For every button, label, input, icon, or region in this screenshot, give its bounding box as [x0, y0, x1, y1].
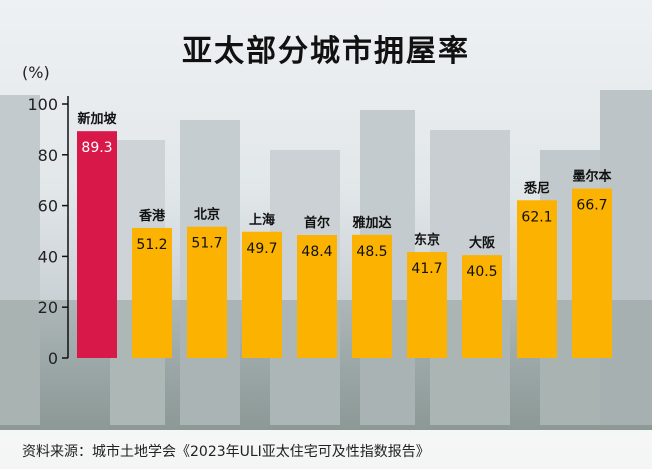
y-tick-label: 100 [27, 95, 58, 114]
category-label: 雅加达 [352, 215, 391, 231]
bar-value-label: 89.3 [81, 140, 112, 156]
category-label: 悉尼 [523, 180, 550, 196]
category-label: 东京 [414, 232, 440, 248]
y-axis-unit-label: (%) [22, 63, 50, 82]
y-tick-label: 80 [38, 146, 58, 165]
bar-value-label: 48.4 [301, 244, 332, 260]
category-label: 首尔 [304, 215, 330, 231]
chart-title: 亚太部分城市拥屋率 [182, 34, 470, 69]
bar-value-label: 51.2 [136, 237, 167, 253]
bar [132, 227, 172, 358]
bar-value-label: 51.7 [191, 236, 222, 252]
category-label: 香港 [138, 208, 166, 224]
bar [352, 234, 392, 358]
bar [297, 235, 337, 358]
bar [187, 226, 227, 358]
y-tick-label: 20 [38, 298, 58, 317]
category-label: 上海 [249, 212, 275, 228]
bar-value-label: 48.5 [356, 244, 387, 260]
y-tick-label: 40 [38, 247, 58, 266]
bar-value-label: 66.7 [576, 198, 607, 214]
bar-value-label: 40.5 [466, 264, 497, 280]
category-label: 新加坡 [77, 111, 117, 127]
bar-value-label: 62.1 [521, 209, 552, 225]
source-note: 资料来源：城市土地学会《2023年ULI亚太住宅可及性指数报告》 [22, 444, 430, 460]
category-label: 墨尔本 [572, 169, 611, 185]
bar [572, 188, 612, 358]
footer-bar [0, 430, 652, 469]
y-tick-label: 60 [38, 197, 58, 216]
bar [462, 255, 502, 358]
bar-value-label: 41.7 [411, 261, 442, 277]
bar-value-label: 49.7 [246, 241, 277, 257]
bar [242, 231, 282, 358]
category-label: 大阪 [469, 235, 496, 251]
category-label: 北京 [194, 207, 220, 223]
bar [407, 252, 447, 358]
bar [77, 131, 117, 358]
bar [517, 200, 557, 358]
y-tick-label: 0 [48, 349, 58, 368]
